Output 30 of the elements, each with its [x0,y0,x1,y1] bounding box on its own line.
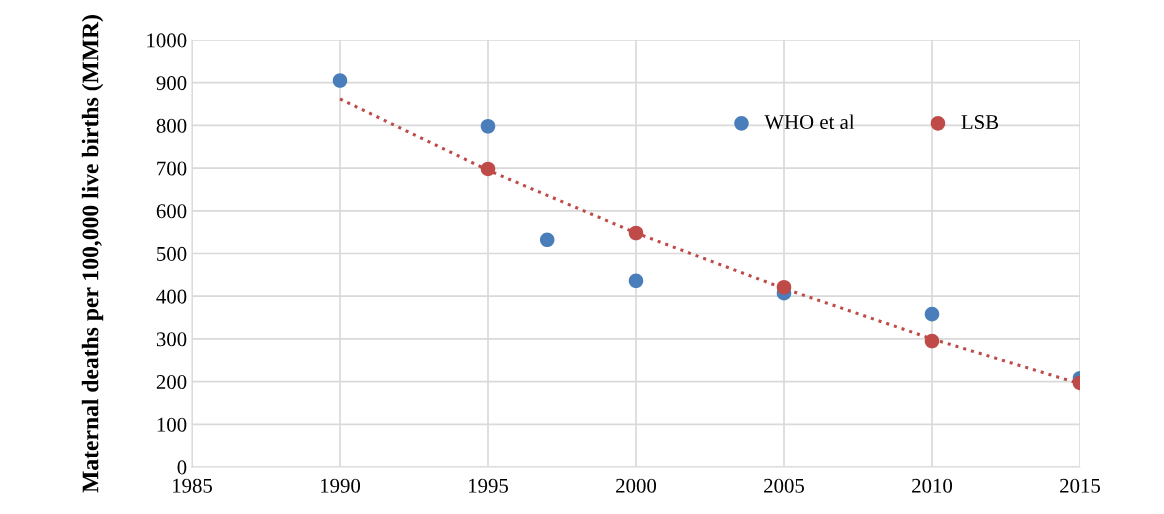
point [924,306,940,322]
point [480,161,496,177]
legend-label: WHO et al [764,114,855,130]
x-tick-label: 2000 [616,478,657,493]
point [480,118,496,134]
x-tick-label: 1985 [173,478,213,493]
y-tick-label: 1000 [147,33,187,48]
x-tick-label: 2005 [764,478,805,493]
point [628,225,644,241]
y-axis-title: Maternal deaths per 100,000 live births (MMR) [81,15,104,493]
legend-label: LSB [961,115,999,130]
y-tick-label: 700 [157,161,187,176]
x-tick-label: 1990 [321,478,361,493]
point [332,73,348,88]
x-tick-label: 2010 [912,478,953,493]
point [924,333,940,349]
point [776,279,792,295]
y-tick-label: 500 [157,246,187,261]
y-tick-label: 600 [156,204,187,219]
point [628,273,644,289]
x-tick-label: 2015 [1060,478,1101,493]
y-tick-label: 200 [156,374,187,390]
y-tick-label: 800 [156,118,187,133]
y-tick-label: 300 [156,332,187,347]
y-tick-label: 400 [156,289,187,304]
y-tick-label: 100 [157,417,187,432]
x-tick-label: 1995 [469,478,509,493]
point [539,232,555,248]
y-tick-label: 900 [156,76,187,91]
y-tick-label: 0 [177,460,187,475]
